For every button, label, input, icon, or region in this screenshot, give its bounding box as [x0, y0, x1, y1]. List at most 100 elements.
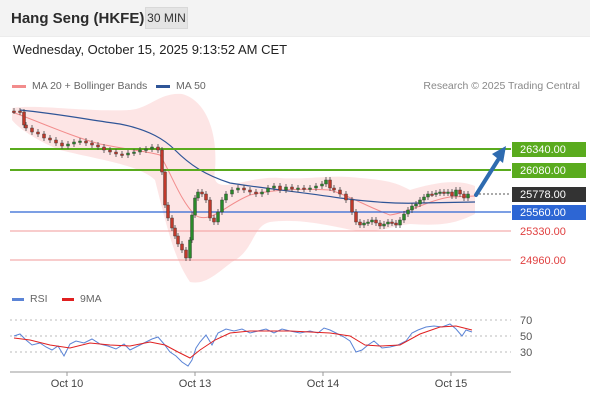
candle-body: [126, 152, 130, 156]
candle-body: [84, 140, 88, 144]
rsi-swatch: [12, 297, 24, 301]
candle-body: [156, 146, 160, 151]
candle-body: [450, 191, 454, 197]
candle-body: [96, 144, 100, 148]
forecast-arrow-head: [492, 146, 506, 163]
candle-body: [12, 110, 16, 113]
x-label-oct13: Oct 13: [179, 378, 211, 390]
candle-body: [308, 187, 312, 190]
candle-body: [180, 243, 184, 251]
candle-body: [410, 205, 414, 211]
legend-rsi: RSI: [12, 293, 48, 305]
candle-body: [290, 186, 294, 190]
level-text-26340: 26340.00: [520, 144, 566, 156]
candle-body: [462, 193, 466, 199]
rsi-label-50: 50: [520, 331, 532, 343]
candle-body: [48, 137, 52, 141]
level-label-26080: 26080.00: [512, 163, 586, 178]
candle-body: [406, 209, 410, 215]
candle-body: [402, 213, 406, 221]
candle-body: [150, 146, 154, 150]
candle-body: [196, 191, 200, 199]
legend-rsi-label: RSI: [30, 293, 48, 305]
candle-body: [418, 199, 422, 205]
candle-body: [382, 223, 386, 227]
candle-body: [54, 139, 58, 144]
candle-body: [166, 204, 170, 219]
interval-button[interactable]: 30 MIN: [145, 7, 188, 29]
candle-body: [254, 191, 258, 195]
candle-body: [72, 141, 76, 145]
x-label-oct15: Oct 15: [435, 378, 467, 390]
candle-body: [324, 179, 328, 185]
candle-body: [370, 219, 374, 223]
candle-body: [102, 146, 106, 151]
candle-body: [248, 189, 252, 193]
legend-ma20: MA 20 + Bollinger Bands: [12, 80, 147, 92]
candle-body: [184, 249, 188, 259]
legend-9ma: 9MA: [62, 293, 102, 305]
candle-body: [358, 221, 362, 226]
candle-body: [242, 187, 246, 191]
candle-body: [193, 197, 197, 216]
level-text-25330: 25330.00: [520, 226, 566, 238]
ma20-swatch: [12, 84, 26, 88]
candle-body: [446, 191, 450, 194]
candle-body: [442, 191, 446, 194]
level-text-25560: 25560.00: [520, 207, 566, 219]
candle-body: [266, 187, 270, 193]
candle-body: [378, 222, 382, 227]
candle-body: [120, 153, 124, 156]
candle-body: [224, 193, 228, 201]
ma50-swatch: [156, 84, 170, 88]
candle-body: [30, 127, 34, 133]
candle-body: [236, 187, 240, 191]
candle-body: [434, 192, 438, 195]
candle-body: [296, 187, 300, 190]
candle-body: [60, 142, 64, 147]
level-text-26080: 26080.00: [520, 165, 566, 177]
candle-body: [454, 189, 458, 197]
candle-body: [114, 151, 118, 155]
candle-body: [132, 151, 136, 154]
x-label-oct10: Oct 10: [51, 378, 83, 390]
candle-body: [466, 193, 470, 199]
rsi-label-30: 30: [520, 347, 532, 359]
candle-body: [320, 183, 324, 187]
candle-body: [18, 110, 22, 113]
candle-body: [24, 124, 28, 129]
ma50-line: [19, 109, 476, 204]
candle-body: [328, 179, 332, 189]
candle-body: [284, 186, 288, 191]
candle-body: [36, 131, 40, 135]
candle-body: [438, 191, 442, 194]
candle-body: [190, 214, 194, 241]
candle-body: [422, 196, 426, 201]
candle-body: [176, 235, 180, 245]
level-label-25560: 25560.00: [512, 205, 586, 220]
candle-body: [108, 149, 112, 153]
candle-body: [350, 199, 354, 213]
candle-body: [42, 133, 46, 139]
legend-ma20-label: MA 20 + Bollinger Bands: [32, 80, 148, 92]
candle-body: [278, 185, 282, 191]
candle-body: [366, 221, 370, 224]
level-text-25778: 25778.00: [520, 189, 566, 201]
candle-body: [426, 193, 430, 198]
legend-ma50-label: MA 50: [176, 80, 206, 92]
candle-body: [458, 189, 462, 195]
rsi-label-70: 70: [520, 315, 532, 327]
legend-ma50: MA 50: [156, 80, 206, 92]
candle-body: [212, 217, 216, 223]
header-bar: [0, 0, 590, 37]
candle-body: [398, 219, 402, 226]
ma9-swatch: [62, 297, 74, 301]
candle-body: [216, 211, 220, 223]
forecast-arrow-shaft: [474, 158, 500, 197]
candle-body: [414, 203, 418, 207]
candle-body: [200, 191, 204, 195]
timestamp: Wednesday, October 15, 2025 9:13:52 AM C…: [13, 42, 288, 57]
candle-body: [188, 239, 192, 259]
